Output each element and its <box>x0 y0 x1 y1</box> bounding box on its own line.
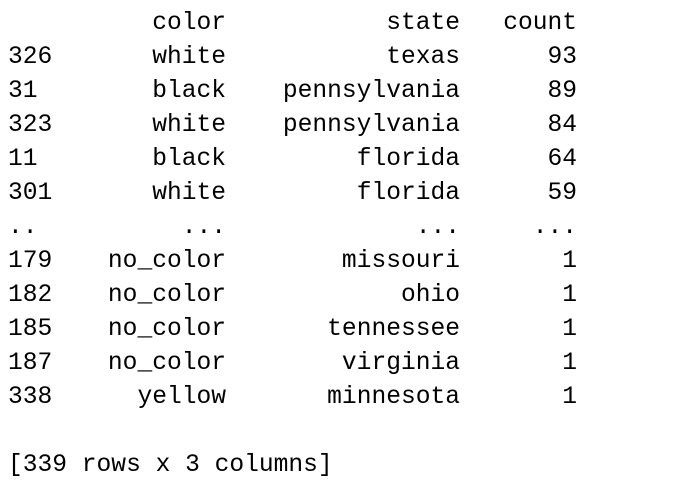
cell-state: texas <box>386 41 460 75</box>
cell-color: no_color <box>108 245 226 279</box>
column-header-state: state <box>386 7 460 41</box>
cell-state: florida <box>357 177 460 211</box>
cell-state: tennessee <box>327 313 460 347</box>
cell-count: 93 <box>547 41 577 75</box>
cell-count: 59 <box>547 177 577 211</box>
table-row: 185 no_color tennessee 1 <box>0 313 678 347</box>
row-index: 338 <box>8 381 52 415</box>
header-row: color state count <box>0 7 678 41</box>
table-row: ........... <box>0 211 678 245</box>
row-index: 31 <box>8 75 38 109</box>
cell-color: no_color <box>108 313 226 347</box>
table-row: 182 no_color ohio 1 <box>0 279 678 313</box>
row-index: 301 <box>8 177 52 211</box>
cell-color: black <box>152 75 226 109</box>
row-index: 326 <box>8 41 52 75</box>
cell-count: 64 <box>547 143 577 177</box>
row-index: 187 <box>8 347 52 381</box>
cell-color: yellow <box>137 381 226 415</box>
row-index: 185 <box>8 313 52 347</box>
row-index: 11 <box>8 143 38 177</box>
column-header-count: count <box>503 7 577 41</box>
table-row: 31 black pennsylvania 89 <box>0 75 678 109</box>
cell-color: ... <box>182 211 226 245</box>
column-header-color: color <box>152 7 226 41</box>
cell-count: 1 <box>562 381 577 415</box>
table-row: 323 white pennsylvania 84 <box>0 109 678 143</box>
cell-count: 89 <box>547 75 577 109</box>
table-row: 187 no_color virginia 1 <box>0 347 678 381</box>
table-row: 338 yellow minnesota 1 <box>0 381 678 415</box>
cell-count: 1 <box>562 313 577 347</box>
table-row: 326 white texas 93 <box>0 41 678 75</box>
row-index: .. <box>8 211 38 245</box>
cell-count: 1 <box>562 245 577 279</box>
row-index: 323 <box>8 109 52 143</box>
row-index: 179 <box>8 245 52 279</box>
row-index: 182 <box>8 279 52 313</box>
cell-color: white <box>152 41 226 75</box>
cell-color: black <box>152 143 226 177</box>
table-row: 301 white florida 59 <box>0 177 678 211</box>
cell-state: virginia <box>342 347 460 381</box>
cell-count: 1 <box>562 279 577 313</box>
cell-state: missouri <box>342 245 460 279</box>
cell-count: 1 <box>562 347 577 381</box>
cell-state: pennsylvania <box>283 75 460 109</box>
cell-state: florida <box>357 143 460 177</box>
cell-state: ohio <box>401 279 460 313</box>
cell-color: white <box>152 109 226 143</box>
table-row: 11 black florida 64 <box>0 143 678 177</box>
cell-count: ... <box>533 211 577 245</box>
cell-state: minnesota <box>327 381 460 415</box>
cell-color: white <box>152 177 226 211</box>
cell-state: pennsylvania <box>283 109 460 143</box>
cell-color: no_color <box>108 279 226 313</box>
cell-count: 84 <box>547 109 577 143</box>
cell-state: ... <box>416 211 460 245</box>
shape-footer: [339 rows x 3 columns] <box>8 449 333 483</box>
cell-color: no_color <box>108 347 226 381</box>
table-row: 179 no_color missouri 1 <box>0 245 678 279</box>
